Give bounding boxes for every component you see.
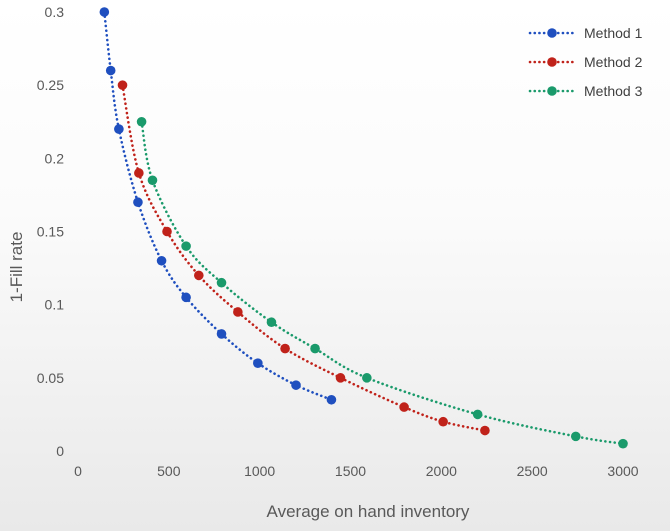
- x-tick-label: 1500: [335, 463, 366, 479]
- x-tick-label: 2500: [517, 463, 548, 479]
- legend-marker: [547, 28, 557, 38]
- data-point: [253, 358, 263, 369]
- y-axis-title: 1-Fill rate: [7, 232, 26, 303]
- data-point: [216, 277, 227, 288]
- y-tick-label: 0.1: [45, 297, 65, 313]
- data-point: [156, 255, 167, 266]
- data-point: [570, 431, 581, 442]
- data-point: [133, 197, 143, 208]
- series-line: [121, 83, 487, 432]
- x-tick-label: 1000: [244, 463, 275, 479]
- data-point: [105, 65, 116, 76]
- data-point: [472, 409, 483, 420]
- y-tick-label: 0.3: [45, 4, 65, 20]
- legend: Method 1 Method 2 Method 3: [528, 25, 643, 99]
- legend-label: Method 2: [584, 54, 643, 70]
- series-layer: [99, 7, 628, 449]
- data-point: [162, 226, 172, 237]
- data-point: [362, 373, 372, 383]
- data-point: [399, 402, 409, 412]
- y-tick-label: 0.05: [37, 370, 64, 386]
- data-point: [147, 175, 158, 186]
- x-tick-label: 500: [157, 463, 181, 479]
- legend-item: Method 2: [528, 54, 643, 70]
- x-axis-title: Average on hand inventory: [267, 502, 470, 521]
- data-point: [117, 80, 128, 90]
- data-point: [99, 7, 110, 17]
- data-point: [310, 343, 320, 354]
- y-tick-label: 0.2: [45, 150, 65, 166]
- legend-marker: [547, 57, 557, 67]
- series-1: [99, 7, 337, 405]
- legend-label: Method 3: [584, 83, 643, 99]
- data-point: [181, 241, 191, 251]
- axes-layer: 0 500 1000 1500 2000 2500 3000 0 0.05 0.1 0.15 0.2 0…: [37, 4, 639, 479]
- data-point: [335, 373, 346, 383]
- x-tick-label: 3000: [607, 463, 638, 479]
- y-tick-label: 0.25: [37, 77, 64, 93]
- data-point: [194, 270, 204, 281]
- data-point: [480, 425, 490, 436]
- data-point: [326, 394, 337, 405]
- data-point: [114, 124, 124, 134]
- data-point: [438, 416, 448, 427]
- legend-marker: [547, 86, 557, 96]
- data-point: [233, 307, 243, 317]
- data-point: [181, 292, 191, 303]
- series-2: [117, 80, 490, 436]
- data-point: [136, 116, 147, 127]
- y-tick-label: 0: [56, 443, 64, 459]
- x-tick-label: 2000: [426, 463, 457, 479]
- series-3: [136, 116, 628, 449]
- y-tick-label: 0.15: [37, 224, 64, 240]
- legend-item: Method 3: [528, 83, 643, 99]
- x-tick-label: 0: [74, 463, 82, 479]
- legend-item: Method 1: [528, 25, 643, 41]
- data-point: [280, 343, 290, 354]
- series-line: [140, 120, 625, 445]
- data-point: [291, 380, 301, 390]
- data-point: [134, 168, 144, 178]
- legend-label: Method 1: [584, 25, 643, 41]
- data-point: [618, 438, 628, 449]
- data-point: [266, 317, 277, 328]
- series-line: [103, 10, 333, 402]
- data-point: [216, 329, 227, 339]
